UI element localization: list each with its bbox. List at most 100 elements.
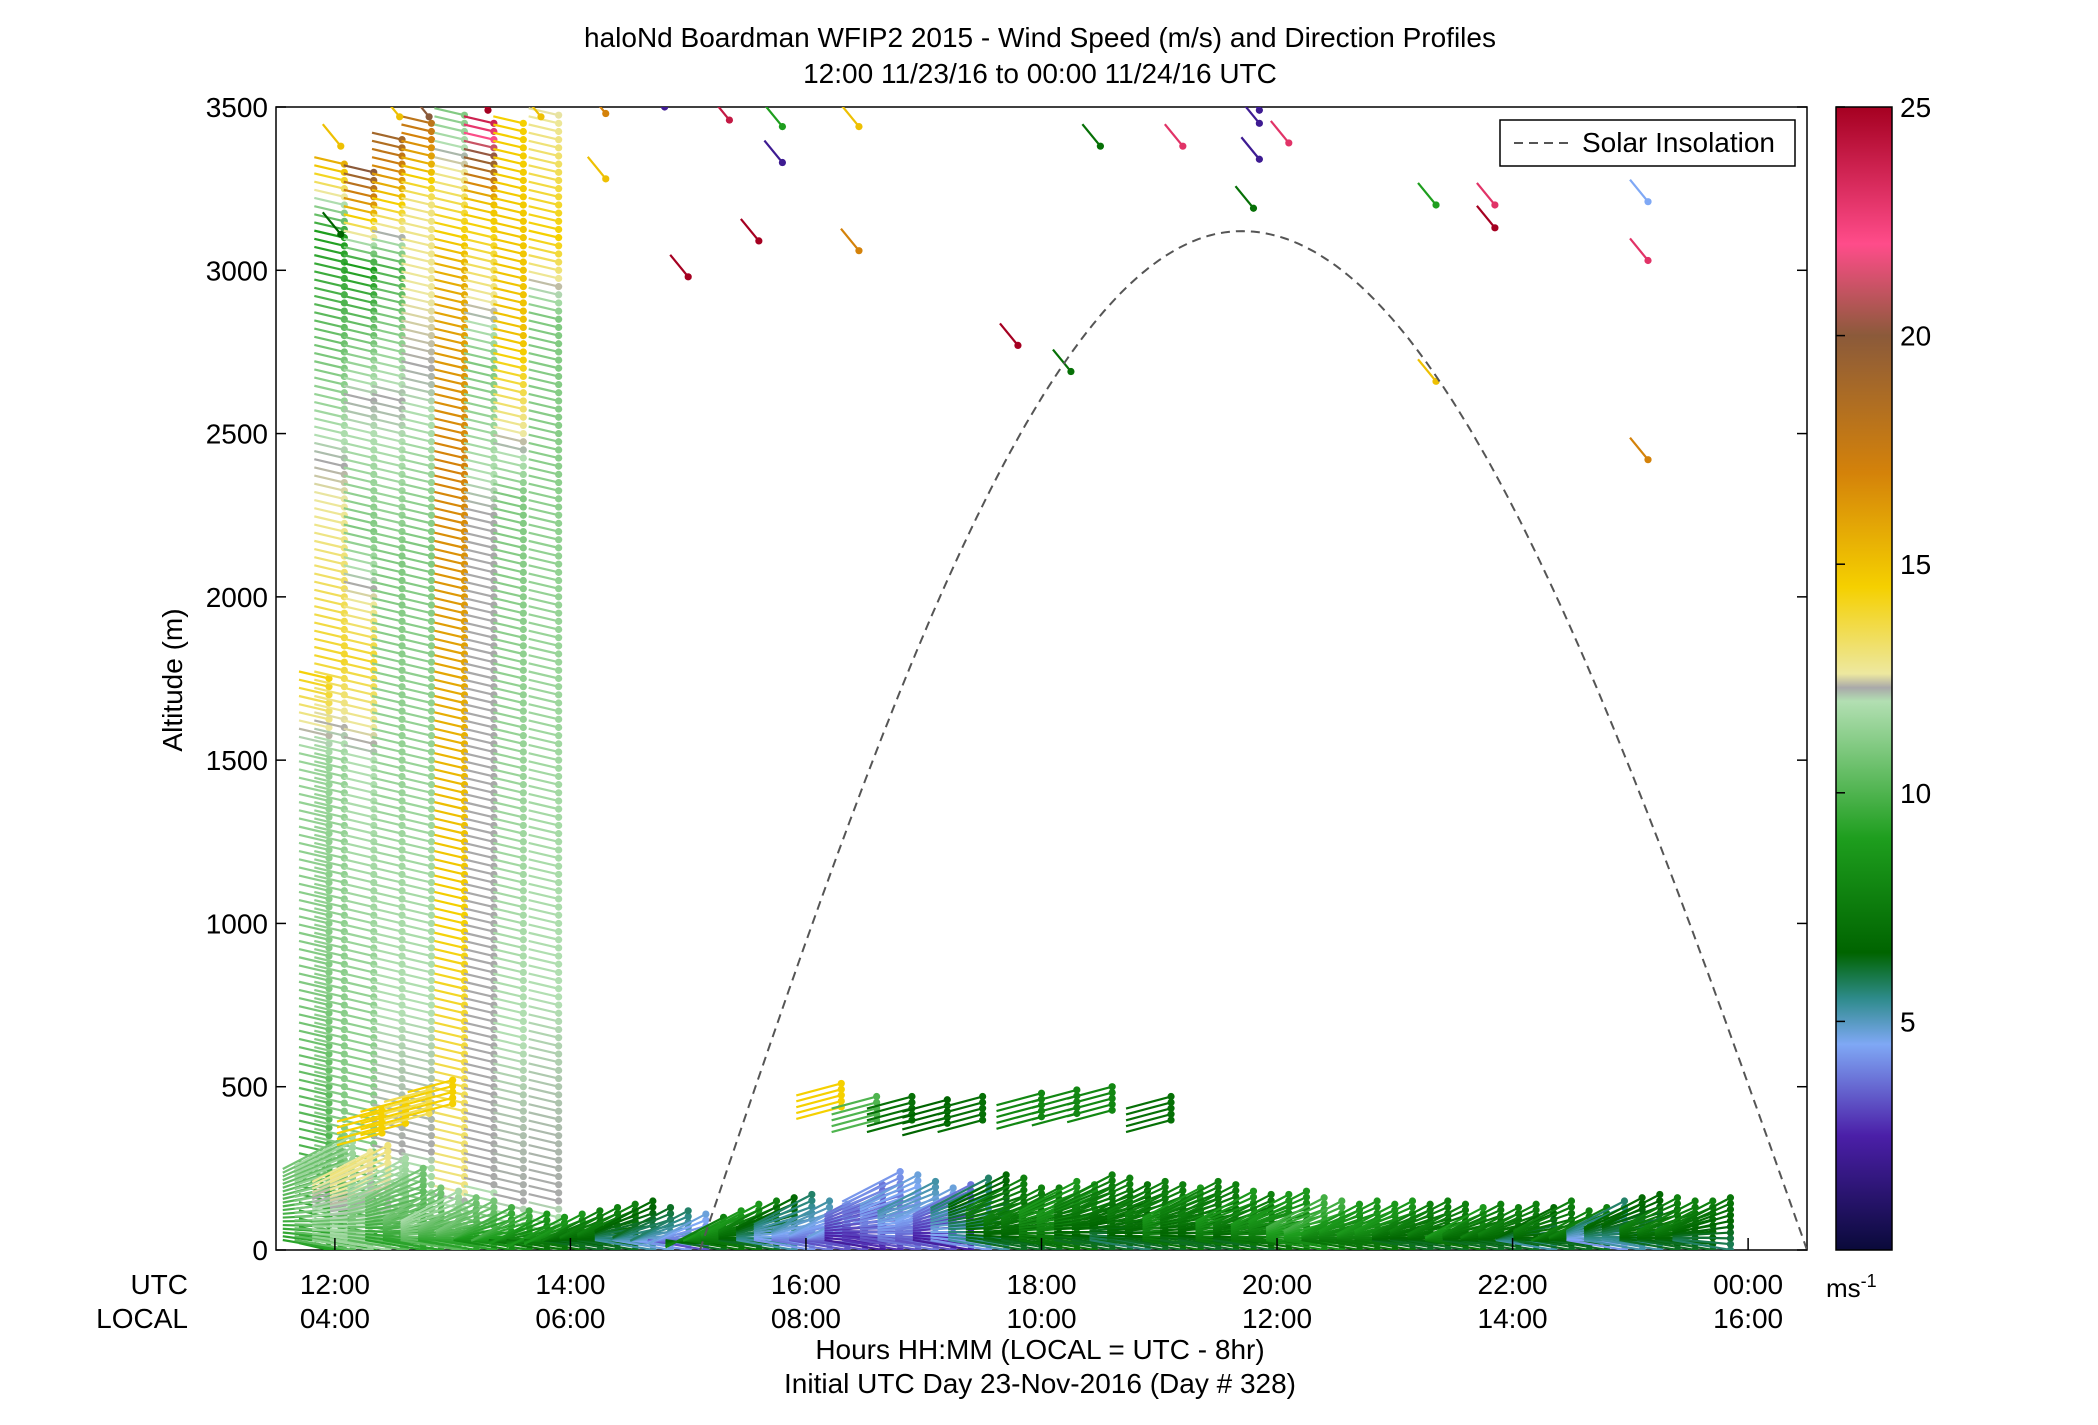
wind-barb	[371, 368, 403, 378]
wind-barb-dot	[555, 903, 563, 911]
wind-barb-dot	[555, 421, 563, 430]
wind-barb-dot	[427, 1034, 436, 1042]
y-tick-label: 1000	[206, 908, 268, 939]
wind-barb	[493, 670, 524, 680]
wind-barb	[463, 580, 495, 590]
wind-barb	[1265, 1208, 1325, 1232]
wind-barb-dot	[555, 185, 563, 193]
wind-barb-dot	[1214, 1183, 1222, 1191]
wind-barb	[493, 1127, 524, 1137]
wind-barb-dot	[555, 723, 563, 732]
wind-barb	[1177, 1183, 1237, 1216]
wind-barb	[912, 1183, 972, 1216]
wind-barb	[528, 547, 559, 558]
wind-barb	[528, 254, 559, 264]
wind-barb-dot	[325, 1115, 333, 1123]
wind-barb	[1389, 1200, 1449, 1232]
wind-barb	[528, 833, 559, 843]
x-tick-label-utc: 16:00	[771, 1269, 841, 1300]
wind-barb-dot	[519, 552, 527, 560]
wind-barb-dot	[325, 1074, 333, 1083]
wind-barb	[528, 841, 559, 852]
wind-barb-dot	[325, 895, 333, 903]
wind-barb	[371, 792, 403, 803]
wind-barb	[1230, 1238, 1290, 1250]
wind-barb-dot	[555, 609, 563, 617]
wind-barb	[401, 874, 432, 884]
wind-barb	[390, 107, 401, 118]
wind-barb-dot	[1644, 456, 1652, 464]
wind-barb	[434, 694, 465, 705]
wind-barb	[493, 874, 524, 884]
wind-barb	[294, 1218, 353, 1222]
wind-barb	[1407, 1214, 1466, 1237]
wind-barb	[401, 441, 432, 451]
wind-barb-dot	[825, 1203, 834, 1211]
wind-barb	[371, 1021, 403, 1031]
wind-barb	[1125, 1095, 1172, 1110]
wind-barb	[401, 180, 432, 190]
wind-barb	[434, 1176, 465, 1186]
wind-barb	[401, 507, 432, 517]
wind-barb-dot	[1444, 1197, 1452, 1205]
wind-barb-dot	[519, 952, 527, 960]
wind-barb-dot	[419, 1170, 427, 1178]
wind-barb	[434, 776, 465, 786]
wind-barb	[298, 719, 330, 729]
wind-barb-dot	[378, 1129, 386, 1137]
wind-barb	[371, 482, 403, 492]
wind-barb	[771, 1212, 830, 1235]
wind-barb	[298, 760, 330, 770]
wind-barb	[753, 1199, 813, 1228]
wind-barb-dot	[401, 1166, 410, 1174]
wind-barb	[311, 1156, 371, 1187]
wind-barb	[314, 1103, 345, 1113]
wind-barb	[735, 1238, 795, 1250]
wind-barb	[298, 1029, 330, 1039]
wind-barb	[1053, 1173, 1113, 1206]
wind-barb	[470, 1209, 530, 1242]
wind-barb	[364, 1173, 424, 1203]
wind-barb-dot	[427, 258, 436, 266]
wind-barb-dot	[1232, 1187, 1240, 1195]
wind-barb	[463, 850, 495, 860]
wind-barb	[528, 768, 559, 778]
wind-barb	[796, 1100, 842, 1115]
wind-barb	[1513, 1212, 1572, 1235]
wind-barb-dot	[519, 593, 527, 601]
wind-barb-dot	[425, 1109, 433, 1118]
wind-barb-dot	[427, 470, 436, 478]
wind-barb-dot	[427, 1050, 436, 1058]
wind-barb	[831, 1107, 877, 1122]
wind-barb	[434, 507, 465, 517]
wind-barb	[528, 474, 559, 484]
wind-barb	[1671, 1196, 1731, 1229]
wind-barb-dot	[943, 1096, 951, 1104]
wind-barb	[314, 360, 345, 370]
wind-barb	[329, 1161, 389, 1188]
wind-barb	[1629, 179, 1649, 203]
wind-barb	[401, 425, 432, 435]
wind-barb	[1442, 1208, 1502, 1237]
wind-barb	[434, 841, 465, 852]
wind-barb-dot	[519, 568, 527, 576]
wind-barb-dot	[325, 805, 333, 813]
wind-barb	[877, 1238, 936, 1250]
wind-barb-dot	[519, 1107, 527, 1115]
wind-barb	[371, 580, 403, 590]
wind-barb-dot	[519, 250, 527, 258]
wind-barb	[282, 1238, 341, 1250]
wind-barb-dot	[1249, 1193, 1258, 1201]
wind-barb	[463, 188, 495, 198]
wind-barb-dot	[914, 1171, 922, 1179]
wind-barb	[493, 262, 524, 272]
wind-barb-dot	[427, 1058, 436, 1066]
wind-barb-dot	[427, 658, 436, 666]
wind-barb	[463, 776, 495, 786]
wind-barb	[463, 1111, 495, 1121]
wind-barb	[298, 850, 330, 860]
wind-barb	[343, 531, 374, 541]
wind-barb	[463, 498, 495, 509]
wind-barb	[314, 980, 345, 990]
